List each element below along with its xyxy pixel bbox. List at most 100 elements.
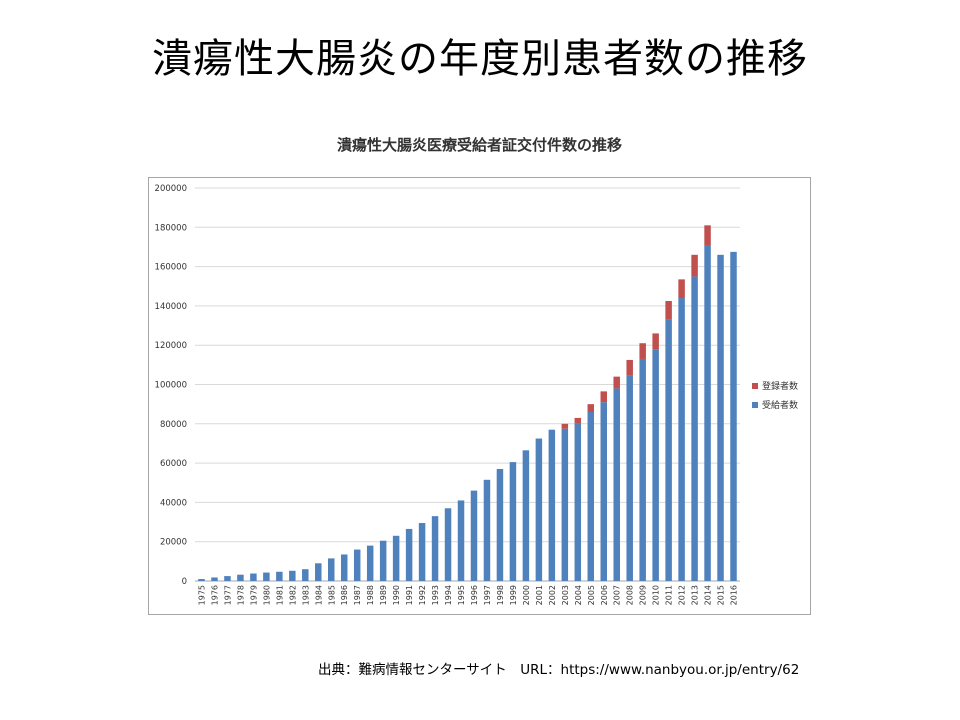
x-tick-label: 2007 xyxy=(613,585,622,605)
bar-recipients xyxy=(730,251,737,582)
x-tick-label: 1978 xyxy=(236,585,245,605)
bar-registrants xyxy=(652,333,659,350)
bar-registrants xyxy=(665,300,672,320)
bar-recipients xyxy=(717,254,724,581)
x-tick-label: 1983 xyxy=(301,585,310,605)
bar-recipients xyxy=(405,528,413,581)
y-tick-label: 200000 xyxy=(155,184,187,194)
x-tick-label: 2008 xyxy=(626,585,635,605)
x-tick-label: 2012 xyxy=(678,585,687,605)
x-tick-label: 1975 xyxy=(197,585,206,605)
y-tick-label: 80000 xyxy=(160,420,187,430)
y-tick-label: 140000 xyxy=(155,302,187,312)
bar-recipients xyxy=(548,429,556,581)
bar-recipients xyxy=(587,412,595,581)
legend-swatch xyxy=(752,402,758,408)
bar-recipients xyxy=(353,549,361,581)
legend-label: 受給者数 xyxy=(762,399,798,411)
y-tick-label: 160000 xyxy=(155,263,187,273)
bar-recipients xyxy=(470,490,478,581)
x-tick-label: 1990 xyxy=(392,585,401,605)
x-tick-label: 1977 xyxy=(223,585,232,605)
bar-recipients xyxy=(613,388,620,581)
slide-title: 潰瘍性大腸炎の年度別患者数の推移 xyxy=(152,36,808,82)
x-tick-label: 1981 xyxy=(275,585,284,605)
x-tick-label: 1997 xyxy=(483,585,492,605)
bar-recipients xyxy=(678,298,685,581)
x-tick-label: 2004 xyxy=(574,585,583,605)
x-tick-label: 1999 xyxy=(509,585,518,605)
y-tick-label: 40000 xyxy=(160,498,187,508)
bar-registrants xyxy=(704,225,711,245)
y-tick-label: 20000 xyxy=(160,538,187,548)
bar-recipients xyxy=(561,428,569,581)
bar-recipients xyxy=(250,573,257,581)
bar-recipients xyxy=(574,423,582,581)
x-tick-label: 1998 xyxy=(496,585,505,605)
bar-recipients xyxy=(431,516,439,581)
legend-swatch xyxy=(752,383,758,389)
bar-recipients xyxy=(392,535,400,581)
bar-recipients xyxy=(366,545,374,581)
bar-recipients xyxy=(340,554,348,581)
bar-recipients xyxy=(379,540,387,581)
bar-recipients xyxy=(457,500,465,581)
x-tick-label: 1995 xyxy=(457,585,466,605)
x-tick-label: 2003 xyxy=(561,585,570,605)
bar-recipients xyxy=(315,563,322,581)
bar-recipients xyxy=(444,508,452,581)
bar-registrants xyxy=(600,391,607,403)
y-tick-label: 100000 xyxy=(155,381,187,391)
bar-recipients xyxy=(704,244,711,582)
x-tick-label: 1989 xyxy=(379,585,388,605)
bar-recipients xyxy=(522,450,530,581)
x-tick-label: 1984 xyxy=(314,585,323,605)
bar-recipients xyxy=(328,558,335,581)
x-tick-label: 2001 xyxy=(535,585,544,605)
bar-registrants xyxy=(691,254,698,277)
bar-recipients xyxy=(600,402,607,581)
bar-recipients xyxy=(237,574,244,581)
x-tick-label: 1994 xyxy=(444,585,453,605)
bar-registrants xyxy=(587,404,595,413)
bar-recipients xyxy=(289,570,296,581)
bar-recipients xyxy=(665,319,672,581)
bar-recipients xyxy=(496,468,504,581)
chart-title: 潰瘍性大腸炎医療受給者証交付件数の推移 xyxy=(336,136,622,154)
x-tick-label: 1992 xyxy=(418,585,427,605)
bar-registrants xyxy=(613,376,620,389)
x-tick-label: 1987 xyxy=(353,585,362,605)
y-axis-tick-labels: 0 20000 40000 60000 80000 100000 120000 140000 1… xyxy=(155,184,187,587)
bar-recipients xyxy=(691,276,698,581)
bar-recipients xyxy=(509,462,517,581)
x-tick-label: 2006 xyxy=(600,585,609,605)
y-tick-label: 0 xyxy=(182,577,187,587)
x-tick-label: 1985 xyxy=(327,585,336,605)
bars-layer xyxy=(198,225,737,582)
x-tick-label: 1979 xyxy=(249,585,258,605)
bar-recipients xyxy=(652,349,659,581)
bar-recipients xyxy=(211,577,218,581)
x-tick-label: 2005 xyxy=(587,585,596,605)
x-tick-label: 2002 xyxy=(548,585,557,605)
x-tick-label: 1980 xyxy=(262,585,271,605)
y-tick-label: 120000 xyxy=(155,341,187,351)
bar-recipients xyxy=(198,579,205,581)
x-tick-label: 2013 xyxy=(691,585,700,605)
x-axis-tick-labels: 1975 1976 1977 1978 1979 1980 1981 1982 1983 1984… xyxy=(197,585,738,605)
x-tick-label: 2011 xyxy=(665,585,674,605)
bar-recipients xyxy=(639,358,646,581)
bar-recipients xyxy=(302,569,309,581)
x-tick-label: 1986 xyxy=(340,585,349,605)
bar-registrants xyxy=(639,343,646,359)
x-tick-label: 1991 xyxy=(405,585,414,605)
bar-recipients xyxy=(224,576,231,581)
bar-registrants xyxy=(626,359,633,376)
bar-registrants xyxy=(561,423,569,429)
grid-layer xyxy=(195,187,740,582)
y-tick-label: 180000 xyxy=(155,223,187,233)
x-tick-label: 1982 xyxy=(288,585,297,605)
bar-registrants xyxy=(678,279,685,299)
